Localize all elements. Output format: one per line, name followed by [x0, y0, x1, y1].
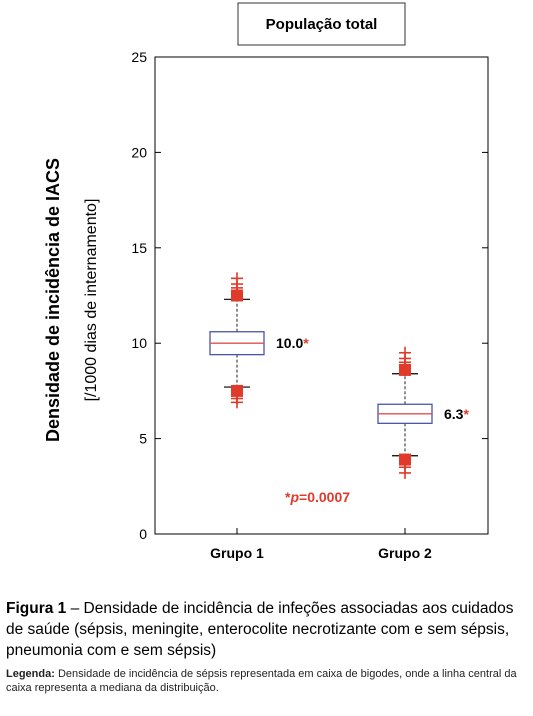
- x-tick-label: Grupo 1: [210, 545, 264, 561]
- chart-title: População total: [266, 16, 378, 33]
- y-tick-label: 20: [131, 144, 147, 160]
- figure-description: Figura 1 – Densidade de incidência de in…: [6, 598, 531, 661]
- box-series: 10.0*6.3*: [209, 272, 469, 479]
- outlier-cluster: [399, 453, 411, 466]
- median-value-label: 10.0*: [276, 335, 309, 351]
- legend-note: Legenda: Densidade de incidência de séps…: [6, 667, 531, 695]
- y-tick-label: 15: [131, 240, 147, 256]
- chart-title-box: População total: [237, 2, 406, 46]
- median-value: 10.0: [276, 335, 303, 351]
- box-group: 10.0*: [209, 272, 309, 409]
- significance-star: *: [463, 406, 469, 422]
- p-value-p: p: [289, 489, 299, 505]
- outlier-cluster: [231, 289, 243, 302]
- p-value-star: *: [285, 489, 291, 505]
- figure-caption: Figura 1 – Densidade de incidência de in…: [6, 598, 531, 695]
- y-tick-label: 25: [131, 49, 147, 65]
- outlier-marker: [231, 272, 243, 285]
- y-tick-label: 5: [139, 431, 147, 447]
- p-value-text: =0.0007: [299, 489, 350, 505]
- y-axis-units-label: [/1000 dias de internamento]: [83, 199, 100, 402]
- legend-text: Densidade de incidência de sépsis repres…: [6, 668, 517, 694]
- y-tick-label: 10: [131, 335, 147, 351]
- median-value: 6.3: [444, 406, 464, 422]
- y-axis-label: Densidade de incidência de IACS: [43, 158, 63, 442]
- plot-area-frame: [154, 56, 489, 535]
- y-axis-ticks: 0 5 10 15 20 25: [131, 49, 488, 542]
- box-group: 6.3*: [377, 346, 469, 479]
- significance-star: *: [303, 335, 309, 351]
- legend-label: Legenda:: [6, 668, 55, 680]
- figure-text: – Densidade de incidência de infeções as…: [6, 600, 514, 659]
- x-tick-label: Grupo 2: [378, 545, 432, 561]
- outlier-marker: [399, 346, 411, 359]
- median-value-label: 6.3*: [444, 406, 469, 422]
- p-value-annotation: *p=0.0007: [285, 489, 350, 505]
- x-axis-labels: Grupo 1 Grupo 2: [210, 528, 432, 561]
- outlier-cluster: [399, 363, 411, 376]
- outlier-cluster: [231, 384, 243, 397]
- figure-label: Figura 1: [6, 600, 67, 617]
- y-tick-label: 0: [139, 526, 147, 542]
